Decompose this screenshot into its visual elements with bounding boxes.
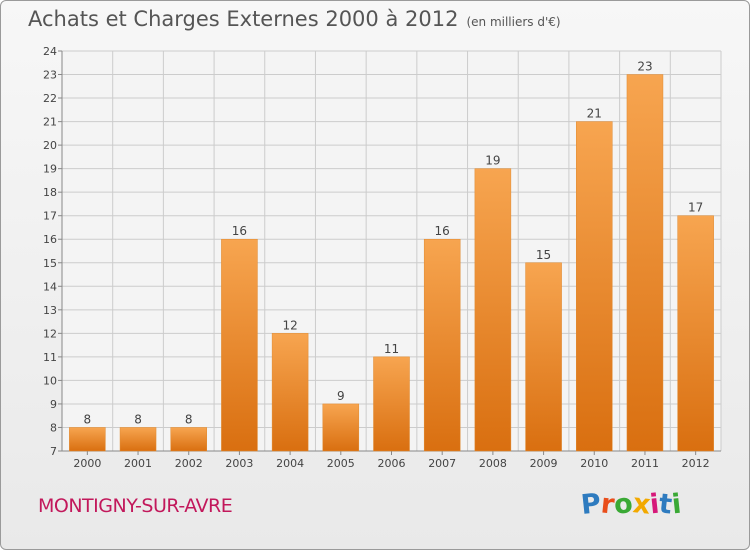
y-tick-label: 24 [43,45,57,58]
bar-2001 [119,427,157,452]
bar-2004 [271,333,309,452]
bar-2007 [423,238,461,452]
data-label-2001: 8 [134,412,142,426]
bar-chart: 7 8 9 10 11 12 13 14 15 16 17 18 19 20 21 22 23 24 2000 200… [43,45,722,470]
label-layer: 8 8 8 16 12 9 11 16 19 15 21 23 17 [84,60,704,427]
x-tick-label-2010: 2010 [580,457,608,470]
y-tick-label: 8 [50,421,57,434]
data-label-2010: 21 [587,107,602,121]
x-tick-label-2002: 2002 [175,457,203,470]
y-tick-label: 10 [43,374,57,387]
y-tick-label: 22 [43,92,57,105]
bar-2005 [322,403,360,452]
bar-2006 [373,356,410,452]
x-tick-label-2008: 2008 [479,457,507,470]
data-label-2004: 12 [282,318,297,332]
y-tick-label: 12 [43,327,57,340]
y-tick-label: 23 [43,69,57,82]
x-tick-label-2004: 2004 [276,457,304,470]
data-label-2002: 8 [185,412,193,426]
data-label-2003: 16 [232,224,247,238]
y-tick-label: 17 [43,210,57,223]
bar-2008 [474,168,512,452]
x-tick-label-2001: 2001 [124,457,152,470]
commune-name: MONTIGNY-SUR-AVRE [38,495,233,517]
logo-letter: i [670,488,684,521]
x-tick-label-2011: 2011 [631,457,659,470]
y-tick-label: 18 [43,186,57,199]
axis-layer: 7 8 9 10 11 12 13 14 15 16 17 18 19 20 21 22 23 24 2000 200… [43,45,721,470]
data-label-2009: 15 [536,248,551,262]
x-tick-label-2003: 2003 [225,457,253,470]
y-tick-label: 21 [43,116,57,129]
x-tick-label-2009: 2009 [530,457,558,470]
y-tick-label: 16 [43,233,57,246]
bar-2012 [677,215,714,452]
y-tick-label: 15 [43,257,57,270]
bar-2010 [576,121,613,452]
x-tick-label-2005: 2005 [327,457,355,470]
x-tick-label-2000: 2000 [73,457,101,470]
bar-2011 [626,74,664,452]
y-tick-label: 11 [43,351,57,364]
data-label-2007: 16 [435,224,450,238]
x-tick-label-2006: 2006 [378,457,406,470]
proxiti-logo: Proxiti [579,488,684,521]
data-label-2012: 17 [688,201,703,215]
bar-2003 [221,238,258,452]
data-label-2000: 8 [84,412,92,426]
y-tick-label: 7 [50,445,57,458]
title-text: Achats et Charges Externes 2000 à 2012 [28,7,459,31]
x-tick-label-2007: 2007 [428,457,456,470]
data-label-2006: 11 [384,342,399,356]
data-label-2005: 9 [337,389,345,403]
data-label-2008: 19 [485,154,500,168]
y-tick-label: 20 [43,139,57,152]
y-tick-label: 9 [50,398,57,411]
y-tick-label: 14 [43,280,57,293]
y-tick-label: 13 [43,304,57,317]
title-unit: (en milliers d'€) [466,15,561,29]
x-tick-label-2012: 2012 [682,457,710,470]
bar-2000 [69,427,106,452]
bar-2009 [525,262,562,452]
bar-layer [69,74,714,452]
data-label-2011: 23 [637,60,652,74]
bar-2002 [170,427,207,452]
y-tick-label: 19 [43,163,57,176]
chart-title: Achats et Charges Externes 2000 à 2012 (e… [28,7,561,31]
